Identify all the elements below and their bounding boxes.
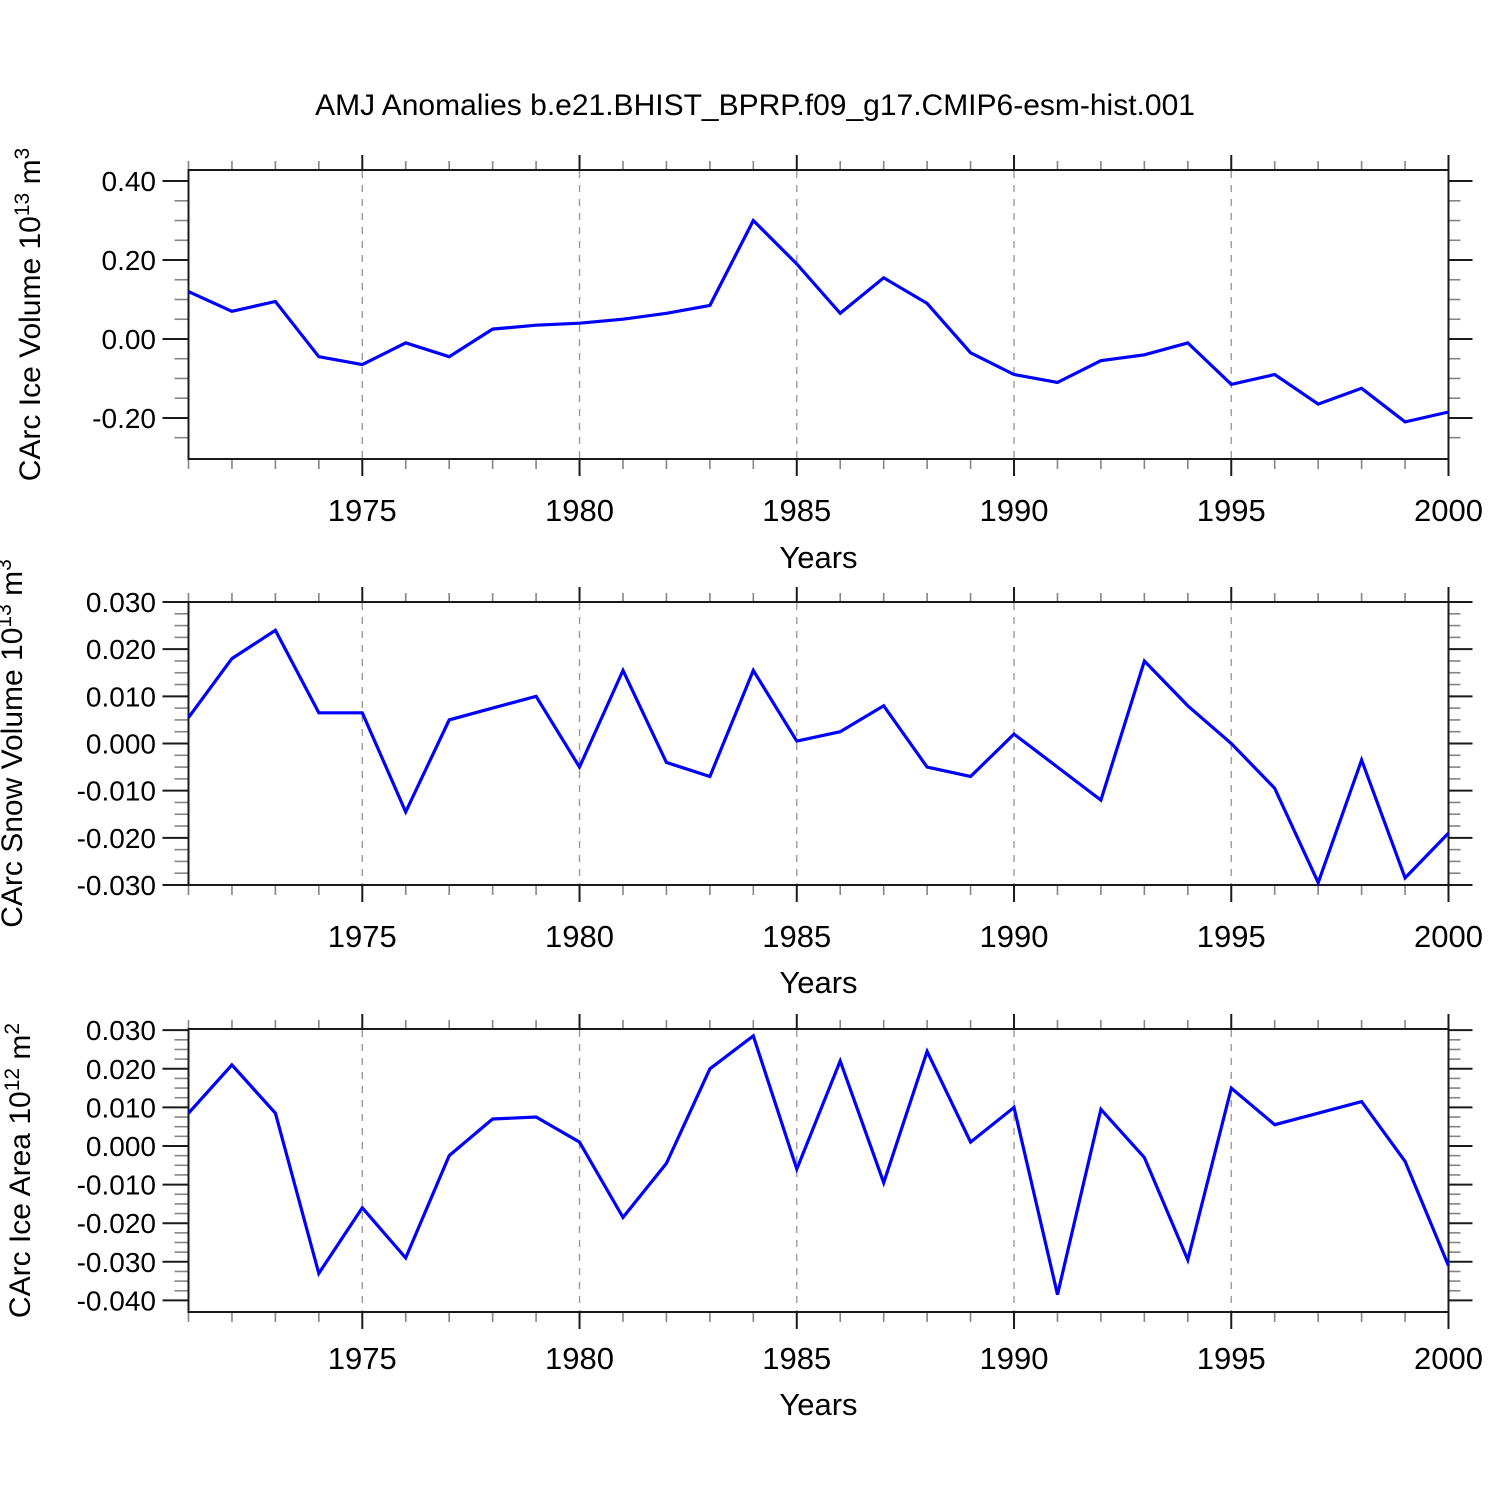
y-tick-label: 0.020 — [86, 634, 156, 665]
y-tick-label: -0.010 — [77, 776, 156, 807]
y-tick-label: -0.040 — [77, 1285, 156, 1316]
x-axis-title: Years — [779, 540, 857, 575]
y-tick-label: 0.020 — [86, 1054, 156, 1085]
x-tick-label: 1995 — [1197, 493, 1266, 528]
y-tick-label: 0.20 — [102, 245, 157, 276]
y-axis-title: CArc Snow Volume 1013 m3 — [0, 559, 29, 928]
y-tick-label: -0.020 — [77, 823, 156, 854]
figure-title: AMJ Anomalies b.e21.BHIST_BPRP.f09_g17.C… — [315, 89, 1195, 122]
series-line — [187, 217, 1449, 424]
y-tick-label: 0.010 — [86, 1092, 156, 1123]
x-tick-label: 1995 — [1197, 1341, 1266, 1376]
x-tick-label: 1980 — [545, 1341, 614, 1376]
y-tick-label: 0.000 — [86, 1131, 156, 1162]
y-tick-label: -0.20 — [92, 403, 156, 434]
x-tick-label: 2000 — [1414, 1341, 1483, 1376]
x-tick-label: 1985 — [762, 493, 831, 528]
x-tick-label: 1980 — [545, 919, 614, 954]
plot-border — [187, 1028, 1450, 1313]
y-tick-label: -0.010 — [77, 1170, 156, 1201]
y-tick-label: 0.40 — [102, 166, 157, 197]
panel-carc-snow-volume-anomaly: 0.030 0.020 0.010 0.000 -0.010 -0.020 -0.030 19… — [0, 559, 1483, 1000]
x-tick-label: 1990 — [980, 1341, 1049, 1376]
x-axis-title: Years — [779, 1387, 857, 1422]
x-tick-label: 2000 — [1414, 919, 1483, 954]
plot-border — [187, 169, 1450, 460]
x-tick-label: 1990 — [980, 919, 1049, 954]
chart-root: 0.40 0.20 0.00 -0.20 1975 1980 1985 1990 1995 200… — [0, 148, 1483, 1422]
x-axis-title: Years — [779, 965, 857, 1000]
x-tick-label: 1985 — [762, 1341, 831, 1376]
y-tick-label: -0.030 — [77, 870, 156, 901]
series-line — [187, 628, 1450, 887]
y-tick-label: 0.000 — [86, 729, 156, 760]
y-tick-label: 0.030 — [86, 1015, 156, 1046]
x-tick-label: 1990 — [980, 493, 1049, 528]
x-tick-label: 1985 — [762, 919, 831, 954]
y-axis-title: CArc Ice Volume 1013 m3 — [11, 148, 47, 482]
y-tick-label: -0.020 — [77, 1208, 156, 1239]
x-tick-label: 1975 — [328, 919, 397, 954]
y-tick-label: 0.00 — [102, 324, 157, 355]
y-tick-label: 0.010 — [86, 681, 156, 712]
x-tick-label: 1995 — [1197, 919, 1266, 954]
panel-carc-ice-area-anomaly: 0.030 0.020 0.010 0.000 -0.010 -0.020 -0.030 -0… — [1, 1014, 1483, 1422]
y-axis-title: CArc Ice Area 1012 m2 — [1, 1023, 37, 1318]
x-tick-label: 2000 — [1414, 493, 1483, 528]
plot-border — [187, 601, 1450, 886]
series-line — [187, 1033, 1450, 1295]
x-tick-label: 1975 — [328, 493, 397, 528]
x-tick-label: 1980 — [545, 493, 614, 528]
y-tick-label: -0.030 — [77, 1247, 156, 1278]
panel-carc-ice-volume-anomaly: 0.40 0.20 0.00 -0.20 1975 1980 1985 1990 1995 200… — [11, 148, 1483, 575]
y-tick-label: 0.030 — [86, 587, 156, 618]
x-tick-label: 1975 — [328, 1341, 397, 1376]
